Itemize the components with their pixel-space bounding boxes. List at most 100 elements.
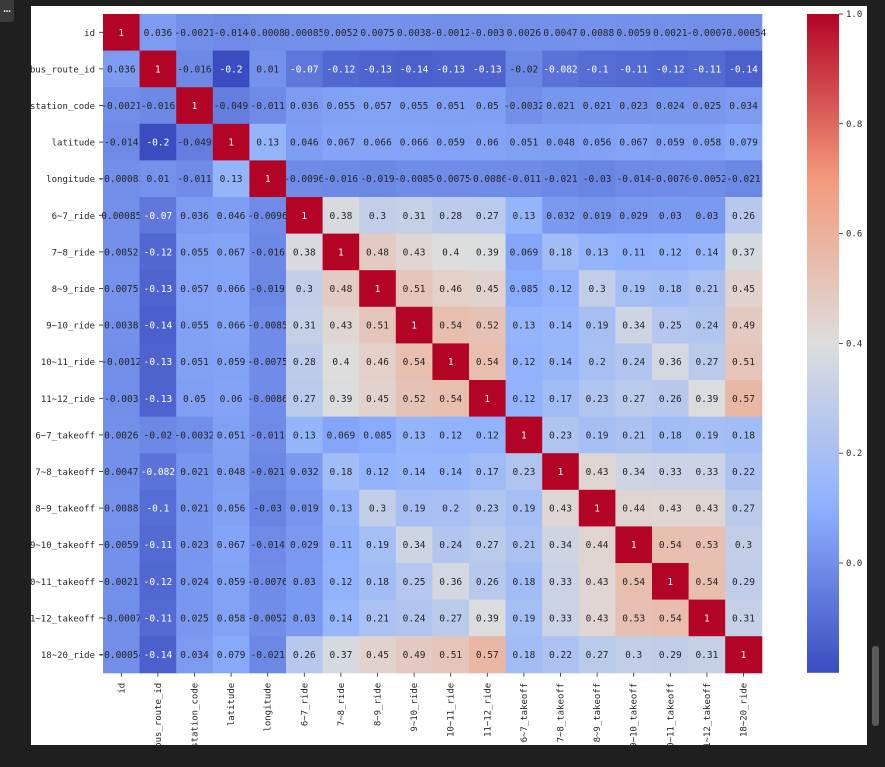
heatmap-cell xyxy=(688,343,726,381)
heatmap-cell-label: 0.46 xyxy=(439,284,462,295)
y-tick-label-7-8-takeoff: 7~8_takeoff xyxy=(35,468,95,478)
heatmap-cell-label: 0.024 xyxy=(180,577,209,588)
heatmap-cell-label: 0.058 xyxy=(217,613,246,624)
heatmap-cell xyxy=(505,489,543,527)
heatmap-cell xyxy=(359,50,397,88)
y-tick-label-11-12-takeoff: 11~12_takeoff xyxy=(31,614,95,624)
heatmap-cell-label: 0.055 xyxy=(327,101,356,112)
heatmap-cell-label: 0.046 xyxy=(217,211,246,222)
heatmap-cell xyxy=(359,14,397,52)
heatmap-cell xyxy=(286,599,324,637)
heatmap-cell xyxy=(725,599,763,637)
heatmap-cell-label: 0.19 xyxy=(622,284,645,295)
heatmap-cell xyxy=(542,489,580,527)
heatmap-cell xyxy=(359,526,397,564)
heatmap-cell-label: 0.066 xyxy=(217,321,246,332)
heatmap-cell-label: 0.44 xyxy=(622,504,645,515)
heatmap-cell-label: 0.19 xyxy=(512,504,535,515)
heatmap-cell xyxy=(578,50,616,88)
heatmap-cell-label: -0.0012 xyxy=(431,28,471,39)
heatmap-cell xyxy=(652,380,690,418)
heatmap-cell-label: 0.051 xyxy=(217,430,246,441)
heatmap-cell xyxy=(103,270,141,308)
heatmap-cell-label: 0.085 xyxy=(510,284,539,295)
y-tick-label-bus-route-id: bus_route_id xyxy=(31,65,95,75)
heatmap-cell-label: 0.21 xyxy=(622,430,645,441)
heatmap-cell xyxy=(542,343,580,381)
heatmap-cell-label: 0.52 xyxy=(403,394,426,405)
heatmap-cell xyxy=(469,14,507,52)
heatmap-cell xyxy=(139,270,177,308)
heatmap-cell xyxy=(505,306,543,344)
heatmap-cell xyxy=(725,636,763,674)
more-horizontal-icon[interactable]: ⋯ xyxy=(0,0,14,22)
heatmap-cell xyxy=(103,343,141,381)
x-tick-label-6-7-ride: 6~7_ride xyxy=(300,683,310,726)
heatmap-cell-label: -0.12 xyxy=(144,247,173,258)
scrollbar-thumb[interactable] xyxy=(872,646,879,726)
heatmap-cell-label: 0.14 xyxy=(549,357,572,368)
heatmap-cell-label: 0.4 xyxy=(332,357,349,368)
heatmap-cell-label: 0.26 xyxy=(476,577,499,588)
heatmap-cell-label: 0.49 xyxy=(403,650,426,661)
heatmap-cell-label: 0.11 xyxy=(329,540,352,551)
heatmap-cell xyxy=(359,306,397,344)
heatmap-cell xyxy=(615,233,653,271)
heatmap-cell xyxy=(469,416,507,454)
heatmap-cell xyxy=(469,526,507,564)
heatmap-cell xyxy=(103,489,141,527)
heatmap-cell-label: 0.25 xyxy=(659,321,682,332)
y-tick-label-11-12-ride: 11~12_ride xyxy=(41,395,95,405)
heatmap-cell xyxy=(249,123,287,161)
heatmap-cell xyxy=(469,87,507,125)
heatmap-cell xyxy=(139,380,177,418)
y-axis-labels: id bus_route_id station_code latitude longit… xyxy=(31,29,103,661)
heatmap-cell-label: -0.0085 xyxy=(248,321,288,332)
heatmap-cell xyxy=(176,87,214,125)
heatmap-cell xyxy=(322,563,360,601)
heatmap-cell-label: 0.0059 xyxy=(104,540,139,551)
heatmap-cell-label: 0.44 xyxy=(586,540,609,551)
y-tick-label-10-11-ride: 10~11_ride xyxy=(41,358,95,368)
y-tick-label-station-code: station_code xyxy=(31,102,95,112)
heatmap-cell-label: 0.57 xyxy=(476,650,499,661)
x-tick-label-8-9-takeoff: 8~9_takeoff xyxy=(593,683,603,743)
heatmap-cell xyxy=(652,526,690,564)
heatmap-cell xyxy=(176,270,214,308)
heatmap-cell xyxy=(578,306,616,344)
heatmap-cell-label: 1 xyxy=(667,577,673,588)
heatmap-cell-label: 0.0052 xyxy=(104,247,138,258)
y-tick-label-8-9-takeoff: 8~9_takeoff xyxy=(35,505,95,515)
heatmap-cell-label: 0.43 xyxy=(549,504,572,515)
heatmap-cell-label: 0.57 xyxy=(732,394,755,405)
heatmap-cell xyxy=(395,380,433,418)
heatmap-cell-label: 0.019 xyxy=(290,504,319,515)
heatmap-cell xyxy=(139,160,177,198)
heatmap-cell-label: -0.13 xyxy=(436,64,465,75)
heatmap-cell xyxy=(286,233,324,271)
heatmap-cell xyxy=(212,14,250,52)
y-tick-label-id: id xyxy=(84,29,95,39)
heatmap-cell-label: 0.24 xyxy=(439,540,462,551)
heatmap-cell xyxy=(469,123,507,161)
heatmap-cell xyxy=(249,453,287,491)
heatmap-cell-label: -0.03 xyxy=(583,174,612,185)
heatmap-cell-label: 0.12 xyxy=(512,394,535,405)
heatmap-cell-label: 0.54 xyxy=(659,613,682,624)
heatmap-cell xyxy=(505,14,543,52)
heatmap-cell-label: -0.13 xyxy=(144,394,173,405)
heatmap-cell xyxy=(359,453,397,491)
x-tick-label-latitude: latitude xyxy=(227,683,237,726)
heatmap-cell xyxy=(286,306,324,344)
heatmap-cell xyxy=(652,306,690,344)
heatmap-cell xyxy=(395,453,433,491)
heatmap-cell-label: 0.34 xyxy=(403,540,426,551)
heatmap-cell xyxy=(249,270,287,308)
heatmap-cell xyxy=(432,197,470,235)
heatmap-cell xyxy=(139,416,177,454)
heatmap-cell xyxy=(249,233,287,271)
heatmap-cell-label: -0.0085 xyxy=(394,174,434,185)
output-scrollbar[interactable] xyxy=(871,6,881,745)
heatmap-cell-label: -0.11 xyxy=(144,613,173,624)
heatmap-cell xyxy=(249,489,287,527)
